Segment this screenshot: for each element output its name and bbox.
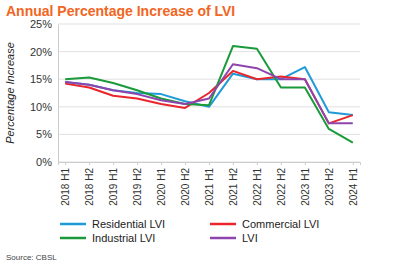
- lines: [65, 46, 353, 143]
- x-tick: 2022 H2: [276, 162, 287, 206]
- title: Annual Percentage Increase of LVI: [6, 3, 235, 19]
- x-tick-mark: [257, 162, 258, 165]
- x-tick-mark: [305, 162, 306, 165]
- source: Source: CBSL: [6, 253, 57, 262]
- plot: 0%5%10%15%20%25%2018 H12018 H22019 H1201…: [30, 18, 361, 206]
- x-tick-label: 2024 H1: [348, 168, 359, 206]
- grid-line: [58, 134, 360, 135]
- y-tick: 15%: [30, 73, 58, 85]
- x-tick-mark: [113, 162, 114, 165]
- legend: Residential LVI Commercial LVI Industrial …: [60, 218, 319, 244]
- x-tick-label: 2021 H1: [204, 168, 215, 206]
- x-tick-mark: [281, 162, 282, 165]
- x-tick-label: 2018 H2: [84, 168, 95, 206]
- legend-swatch: [210, 237, 236, 240]
- x-tick: 2019 H1: [108, 162, 119, 206]
- y-tick: 10%: [30, 101, 58, 113]
- legend-swatch: [60, 237, 86, 240]
- x-tick-label: 2022 H1: [252, 168, 263, 206]
- y-tick: 20%: [30, 46, 58, 58]
- x-tick: 2022 H1: [252, 162, 263, 206]
- legend-swatch: [60, 223, 86, 226]
- y-axis: 0% 5% 10% 15% 20% 25%: [30, 18, 59, 168]
- grid-line: [58, 79, 360, 80]
- grid-line: [58, 24, 360, 25]
- x-tick-mark: [329, 162, 330, 165]
- y-tick: 25%: [30, 18, 58, 30]
- x-tick: 2024 H1: [348, 162, 359, 206]
- y-axis-title: Percentage Increase: [4, 42, 16, 144]
- legend-label: Commercial LVI: [242, 218, 319, 230]
- x-tick-mark: [65, 162, 66, 165]
- x-tick-mark: [137, 162, 138, 165]
- x-tick: 2021 H1: [204, 162, 215, 206]
- legend-label: Industrial LVI: [92, 232, 155, 244]
- x-tick-label: 2018 H1: [60, 168, 71, 206]
- grid-line: [58, 51, 360, 52]
- x-tick: 2020 H1: [156, 162, 167, 206]
- series-line: [65, 46, 353, 143]
- x-tick-mark: [209, 162, 210, 165]
- series-line: [65, 64, 353, 123]
- x-tick-label: 2023 H2: [324, 168, 335, 206]
- x-tick-label: 2020 H2: [180, 168, 191, 206]
- chart: Annual Percentage Increase of LVI 0% 5% 10%…: [0, 0, 400, 267]
- x-tick-label: 2020 H1: [156, 168, 167, 206]
- y-tick-label: 10%: [30, 101, 52, 113]
- x-tick-mark: [233, 162, 234, 165]
- y-tick-label: 15%: [30, 73, 52, 85]
- x-tick-mark: [89, 162, 90, 165]
- series-line: [65, 67, 353, 115]
- x-tick: 2018 H1: [60, 162, 71, 206]
- y-tick-label: 25%: [30, 18, 52, 30]
- x-tick-label: 2023 H1: [300, 168, 311, 206]
- y-axis-line: [58, 25, 59, 163]
- legend-swatch: [210, 223, 236, 226]
- x-tick-mark: [353, 162, 354, 165]
- grid: [58, 24, 360, 162]
- x-tick: 2023 H2: [324, 162, 335, 206]
- x-tick: 2019 H2: [132, 162, 143, 206]
- x-tick-label: 2019 H1: [108, 168, 119, 206]
- x-tick-label: 2022 H2: [276, 168, 287, 206]
- x-axis-line: [59, 163, 361, 166]
- legend-label: Residential LVI: [92, 218, 165, 230]
- x-tick-mark: [185, 162, 186, 165]
- x-tick-label: 2021 H2: [228, 168, 239, 206]
- y-tick: 5%: [36, 128, 58, 140]
- x-tick-mark: [161, 162, 162, 165]
- y-tick-label: 20%: [30, 46, 52, 58]
- y-tick-label: 0%: [36, 156, 52, 168]
- x-tick-label: 2019 H2: [132, 168, 143, 206]
- y-tick-label: 5%: [36, 128, 52, 140]
- y-tick: 0%: [36, 156, 58, 168]
- legend-label: LVI: [242, 232, 258, 244]
- x-tick: 2021 H2: [228, 162, 239, 206]
- x-tick: 2023 H1: [300, 162, 311, 206]
- x-axis: 2018 H1 2018 H2 2019 H1 2019 H2 2020 H1 2020 …: [59, 162, 361, 206]
- x-tick: 2020 H2: [180, 162, 191, 206]
- x-tick: 2018 H2: [84, 162, 95, 206]
